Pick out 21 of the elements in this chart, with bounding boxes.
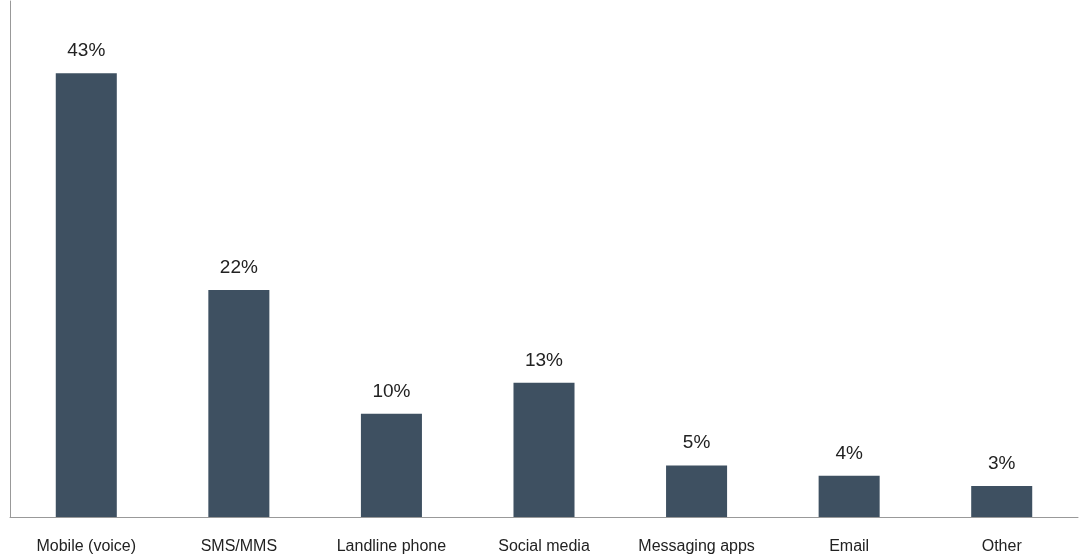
x-tick-label: Email [829,536,870,554]
x-tick-label: Other [981,536,1023,554]
bar [666,465,728,517]
x-tick-label: Mobile (voice) [36,536,137,554]
data-label: 5% [682,431,711,453]
data-label: 22% [219,255,258,277]
bar [818,475,880,517]
bar [208,289,270,517]
bar [513,382,575,517]
data-label: 3% [987,452,1016,474]
data-label: 4% [835,441,863,463]
x-tick-label: Landline phone [336,536,447,554]
x-tick-label: SMS/MMS [200,536,278,554]
x-tick-label: Social media [498,536,590,554]
bar [971,486,1033,517]
bar [360,413,422,517]
bar [55,73,117,517]
data-label: 43% [67,39,106,61]
x-tick-label: Messaging apps [638,536,755,554]
data-label: 10% [372,379,411,401]
data-label: 13% [524,348,564,370]
